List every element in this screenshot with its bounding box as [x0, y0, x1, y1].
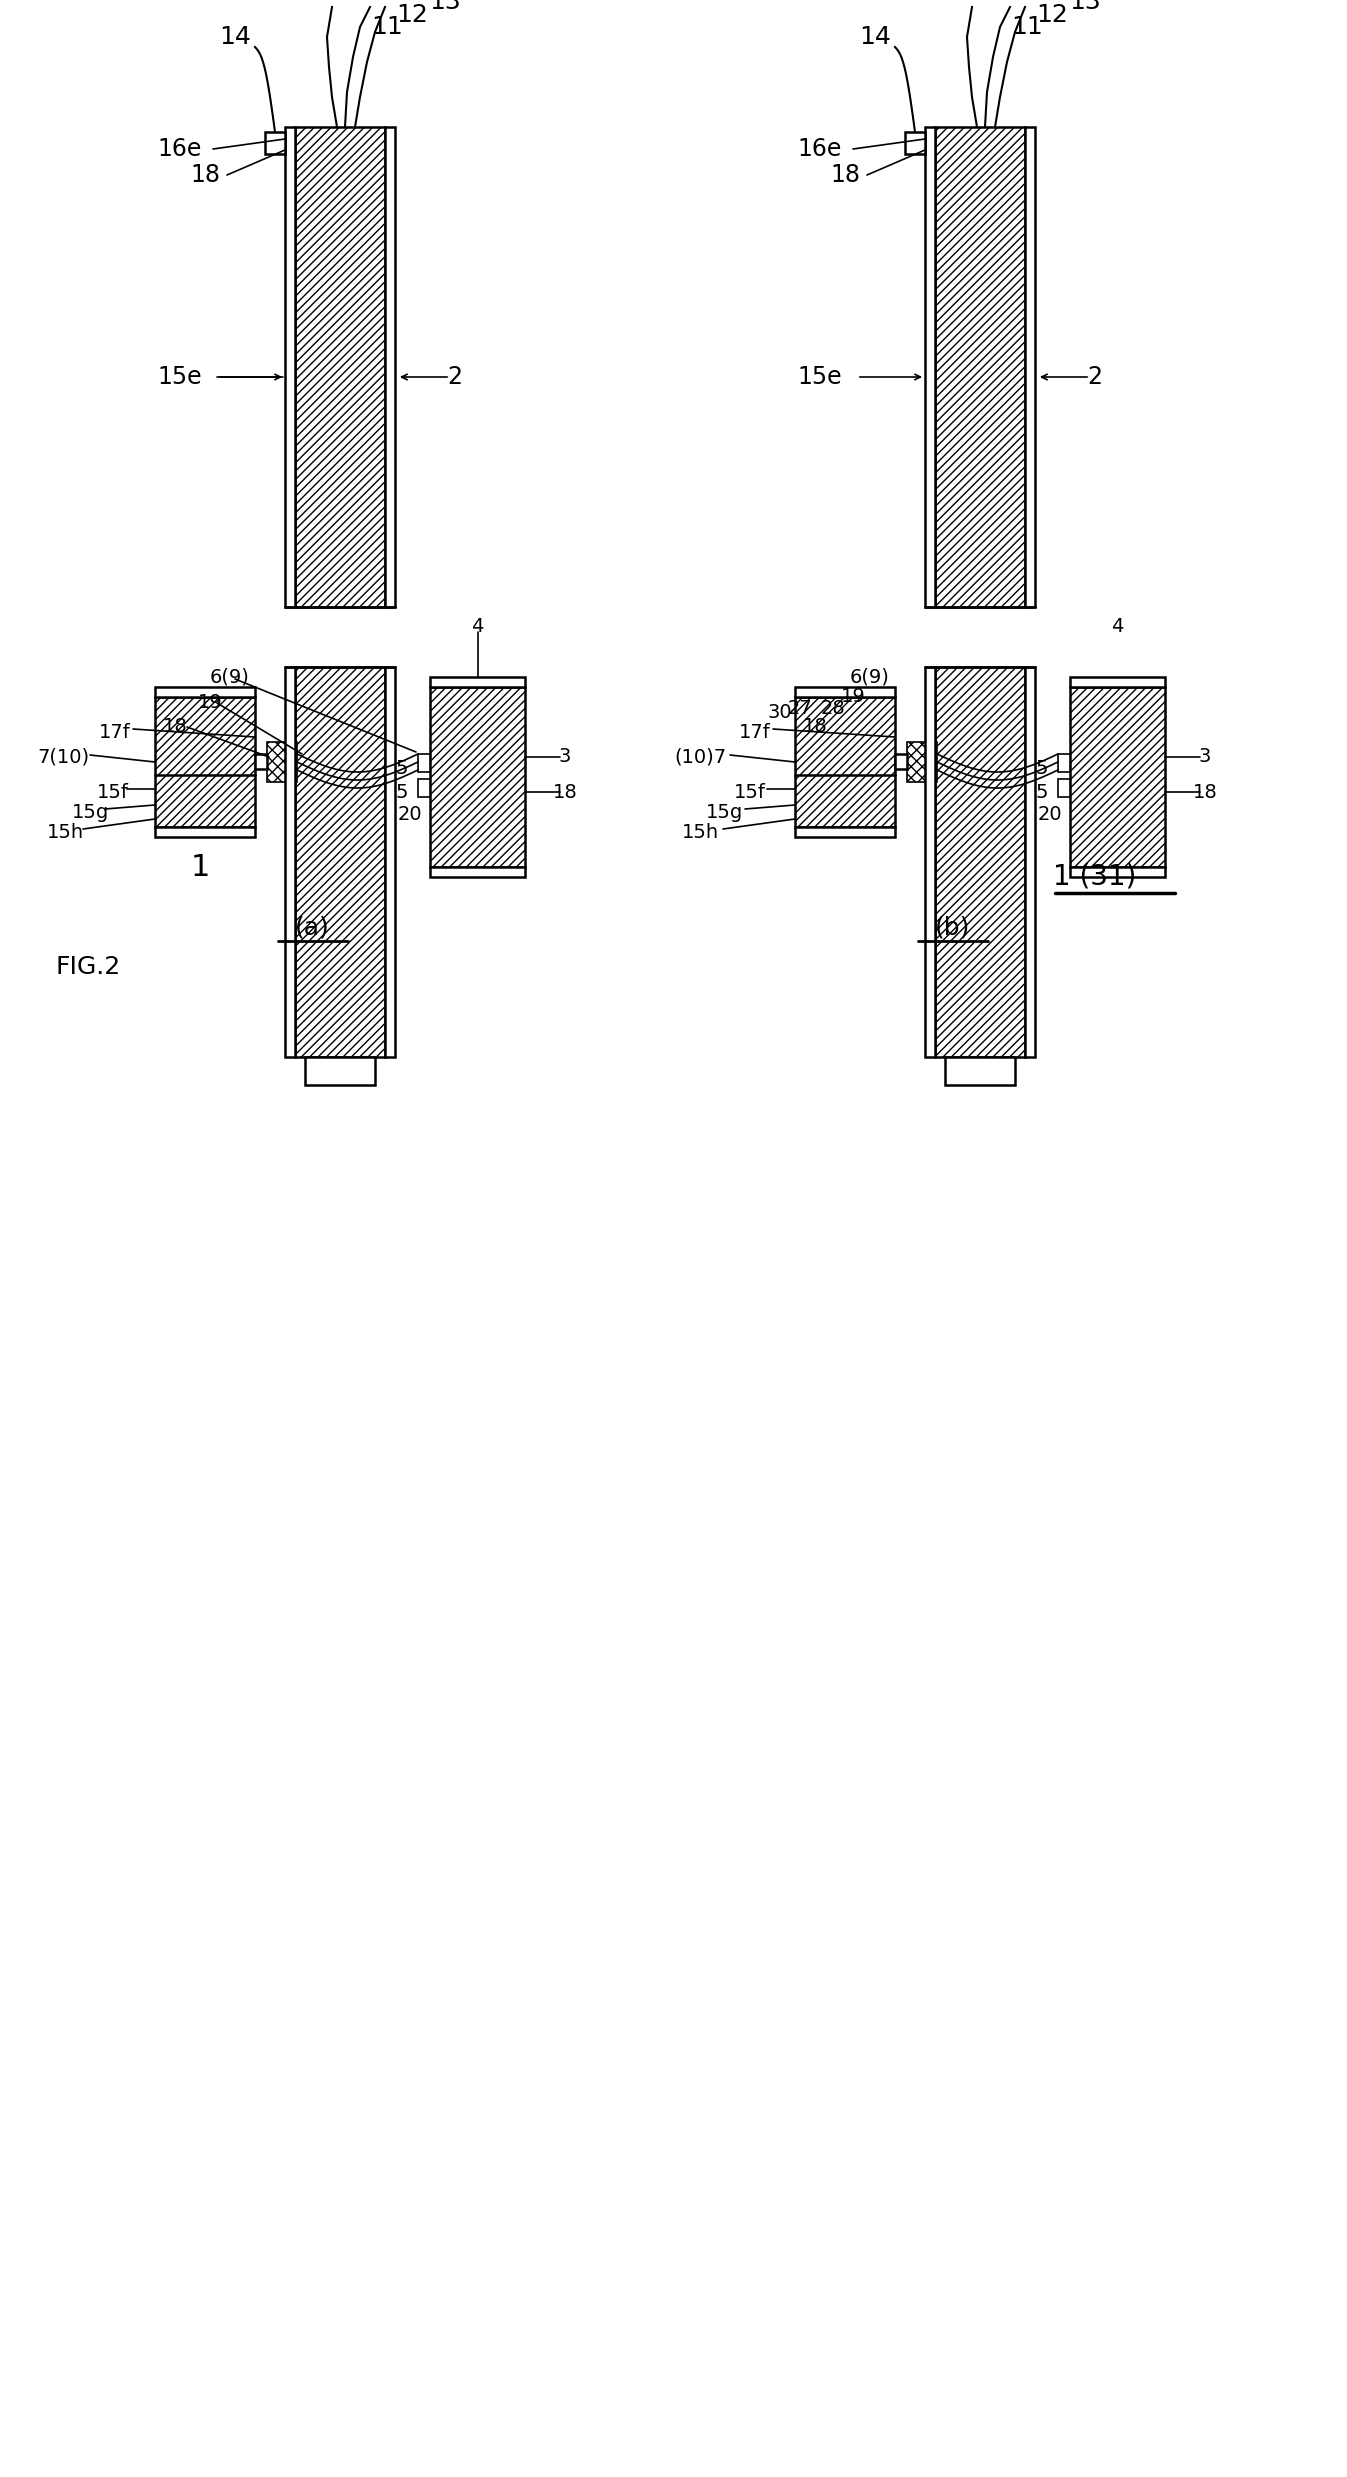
Text: 18: 18	[803, 718, 827, 736]
Text: 14: 14	[220, 25, 251, 50]
Bar	[894, 753, 907, 768]
Text: (b): (b)	[935, 914, 970, 939]
Text: 15f: 15f	[734, 783, 766, 803]
Text: 4: 4	[1111, 617, 1123, 637]
Text: FIG.2: FIG.2	[55, 956, 120, 978]
Text: 15e: 15e	[797, 364, 842, 389]
Text: 7(10): 7(10)	[36, 748, 89, 765]
Text: 3: 3	[559, 748, 571, 765]
Text: 17f: 17f	[100, 723, 131, 741]
Text: 15f: 15f	[97, 783, 129, 803]
Text: 27: 27	[788, 699, 812, 718]
Bar	[795, 827, 894, 837]
Text: 5: 5	[396, 783, 408, 803]
Text: (a): (a)	[295, 914, 330, 939]
Text: 12: 12	[396, 2, 428, 27]
Bar	[418, 778, 430, 798]
Text: 18: 18	[1192, 783, 1218, 803]
Bar	[286, 126, 295, 607]
Text: 15h: 15h	[682, 822, 718, 842]
Text: 18: 18	[552, 783, 578, 803]
Text: 11: 11	[372, 15, 403, 40]
Bar	[304, 1058, 374, 1085]
Bar	[925, 666, 935, 1058]
Text: 15e: 15e	[158, 364, 202, 389]
Text: 1: 1	[190, 852, 210, 882]
Bar	[267, 743, 296, 783]
Text: 5: 5	[1036, 783, 1048, 803]
Text: 6(9): 6(9)	[850, 666, 890, 686]
Text: 12: 12	[1036, 2, 1068, 27]
Text: 20: 20	[1037, 805, 1063, 825]
Bar	[1057, 778, 1070, 798]
Text: 2: 2	[1087, 364, 1102, 389]
Text: 13: 13	[1070, 0, 1100, 15]
Bar	[418, 753, 430, 773]
Bar	[907, 743, 938, 783]
Bar	[795, 696, 894, 827]
Bar	[946, 1058, 1016, 1085]
Bar	[1070, 867, 1165, 877]
Text: 3: 3	[1199, 748, 1211, 765]
Bar	[286, 666, 295, 1058]
Text: 30: 30	[768, 703, 792, 721]
Text: 5: 5	[1036, 760, 1048, 778]
Bar	[905, 131, 925, 154]
Text: 15g: 15g	[706, 803, 744, 822]
Bar	[155, 827, 255, 837]
Bar	[295, 666, 385, 1058]
Text: 4: 4	[471, 617, 484, 637]
Bar	[1057, 753, 1070, 773]
Text: 5: 5	[396, 760, 408, 778]
Text: 19: 19	[841, 689, 865, 706]
Text: 17f: 17f	[740, 723, 770, 741]
Text: 2: 2	[447, 364, 462, 389]
Text: 15h: 15h	[46, 822, 84, 842]
Bar	[1025, 126, 1034, 607]
Text: 16e: 16e	[797, 136, 842, 161]
Text: 19: 19	[198, 694, 222, 711]
Bar	[430, 676, 525, 686]
Bar	[255, 753, 267, 768]
Bar	[385, 126, 395, 607]
Bar	[155, 686, 255, 696]
Text: 6(9): 6(9)	[210, 666, 251, 686]
Bar	[1070, 676, 1165, 686]
Bar	[925, 126, 935, 607]
Text: 13: 13	[430, 0, 461, 15]
Bar	[430, 867, 525, 877]
Bar	[385, 666, 395, 1058]
Text: 20: 20	[397, 805, 423, 825]
Bar	[935, 666, 1025, 1058]
Text: (10)7: (10)7	[674, 748, 726, 765]
Text: 16e: 16e	[158, 136, 202, 161]
Text: 28: 28	[820, 699, 846, 718]
Text: 18: 18	[190, 163, 220, 186]
Text: 18: 18	[830, 163, 859, 186]
Bar	[155, 696, 255, 827]
Bar	[1070, 686, 1165, 867]
Bar	[1025, 666, 1034, 1058]
Text: 1 (31): 1 (31)	[1053, 862, 1137, 892]
Text: 11: 11	[1012, 15, 1043, 40]
Bar	[295, 126, 385, 607]
Text: 15g: 15g	[71, 803, 109, 822]
Text: 18: 18	[163, 718, 187, 736]
Text: 14: 14	[859, 25, 890, 50]
Bar	[935, 126, 1025, 607]
Bar	[265, 131, 286, 154]
Bar	[795, 686, 894, 696]
Bar	[430, 686, 525, 867]
